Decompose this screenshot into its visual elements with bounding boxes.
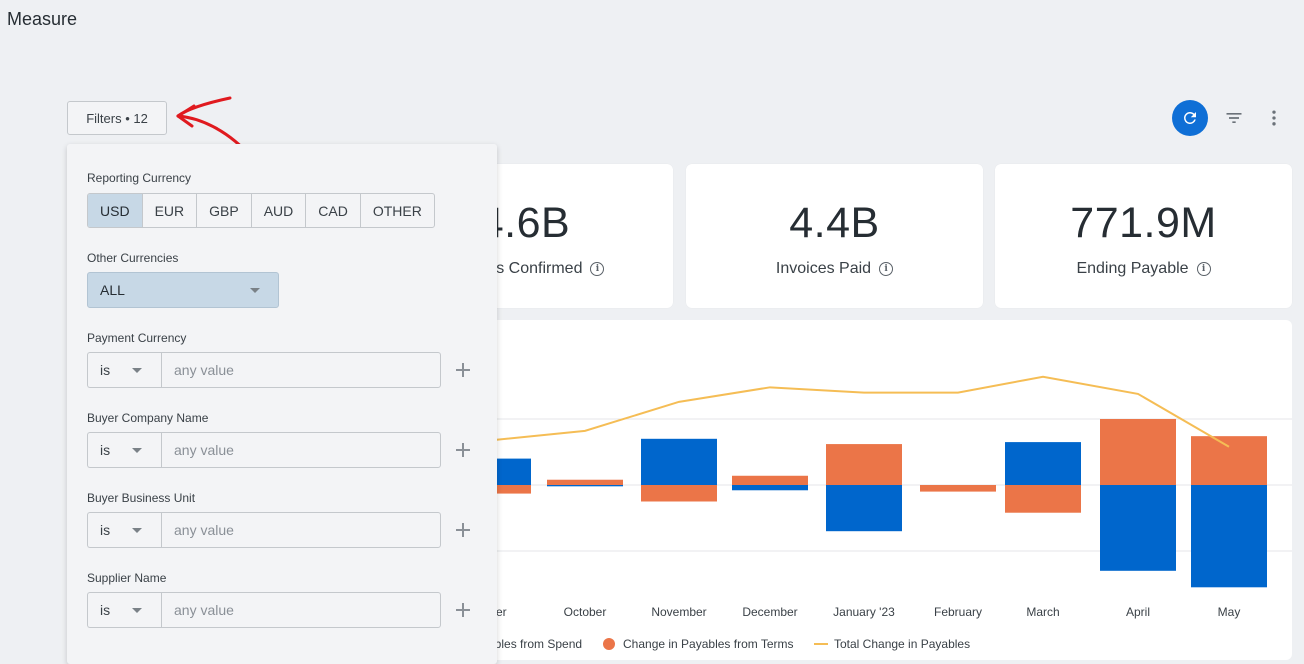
x-tick-label: November: [651, 605, 706, 619]
kpi-label: Invoices Paid: [776, 260, 871, 278]
terms-bar: [1005, 485, 1081, 513]
spend-bar: [1100, 485, 1176, 571]
chevron-down-icon: [132, 608, 142, 613]
buyer-company-name-filter: is: [87, 432, 441, 468]
currency-option-usd[interactable]: USD: [88, 194, 143, 227]
chevron-down-icon: [132, 368, 142, 373]
terms-bar: [1191, 436, 1267, 485]
operator-value: is: [100, 522, 110, 538]
chevron-down-icon: [132, 528, 142, 533]
terms-bar: [826, 444, 902, 485]
x-tick-label: October: [564, 605, 607, 619]
buyer-company-name-input[interactable]: [161, 432, 441, 468]
kpi-card-ending-payable: 771.9M Ending Payable i: [995, 164, 1292, 308]
filters-button[interactable]: Filters • 12: [67, 101, 167, 135]
spend-bar: [547, 485, 623, 486]
info-icon[interactable]: i: [879, 262, 893, 276]
chevron-down-icon: [132, 448, 142, 453]
buyer-business-unit-input[interactable]: [161, 512, 441, 548]
terms-bar: [920, 485, 996, 492]
kpi-label-wrap: Invoices Paid i: [686, 260, 983, 278]
reporting-currency-label: Reporting Currency: [87, 171, 191, 185]
page-title: Measure: [7, 9, 77, 30]
kpi-label: Ending Payable: [1076, 260, 1188, 278]
filter-panel: Reporting Currency USD EUR GBP AUD CAD O…: [67, 144, 497, 664]
payment-currency-label: Payment Currency: [87, 331, 186, 345]
spend-bar: [1005, 442, 1081, 485]
legend-swatch: [603, 638, 615, 650]
x-tick-label: January '23: [833, 605, 895, 619]
spend-bar: [641, 439, 717, 485]
payment-currency-input[interactable]: [161, 352, 441, 388]
legend-label: ables from Spend: [488, 637, 582, 651]
other-currencies-select[interactable]: ALL: [87, 272, 279, 308]
operator-value: is: [100, 602, 110, 618]
currency-option-other[interactable]: OTHER: [361, 194, 434, 227]
x-tick-label: March: [1026, 605, 1059, 619]
operator-value: is: [100, 442, 110, 458]
supplier-name-label: Supplier Name: [87, 571, 166, 585]
info-icon[interactable]: i: [1197, 262, 1211, 276]
legend-label: Total Change in Payables: [834, 637, 970, 651]
refresh-button[interactable]: [1172, 100, 1208, 136]
info-icon[interactable]: i: [590, 262, 604, 276]
kpi-label-wrap: Ending Payable i: [995, 260, 1292, 278]
currency-option-gbp[interactable]: GBP: [197, 194, 252, 227]
currency-option-aud[interactable]: AUD: [252, 194, 307, 227]
spend-bar: [826, 485, 902, 531]
terms-bar: [547, 480, 623, 485]
buyer-company-name-label: Buyer Company Name: [87, 411, 208, 425]
currency-option-eur[interactable]: EUR: [143, 194, 198, 227]
buyer-business-unit-filter: is: [87, 512, 441, 548]
supplier-name-filter: is: [87, 592, 441, 628]
filter-icon[interactable]: [1222, 106, 1246, 130]
x-tick-label: February: [934, 605, 982, 619]
refresh-icon: [1181, 109, 1199, 127]
more-vert-icon[interactable]: [1262, 106, 1286, 130]
operator-select[interactable]: is: [87, 592, 161, 628]
x-tick-label: December: [742, 605, 797, 619]
operator-value: is: [100, 362, 110, 378]
other-currencies-value: ALL: [100, 282, 125, 298]
supplier-name-input[interactable]: [161, 592, 441, 628]
plus-icon[interactable]: [456, 523, 470, 537]
kpi-card-invoices-paid: 4.4B Invoices Paid i: [686, 164, 983, 308]
x-tick-label: April: [1126, 605, 1150, 619]
plus-icon[interactable]: [456, 363, 470, 377]
spend-bar: [732, 485, 808, 490]
operator-select[interactable]: is: [87, 352, 161, 388]
buyer-business-unit-label: Buyer Business Unit: [87, 491, 195, 505]
terms-bar: [1100, 419, 1176, 485]
other-currencies-label: Other Currencies: [87, 251, 178, 265]
reporting-currency-toggle: USD EUR GBP AUD CAD OTHER: [87, 193, 435, 228]
currency-option-cad[interactable]: CAD: [306, 194, 361, 227]
plus-icon[interactable]: [456, 443, 470, 457]
operator-select[interactable]: is: [87, 512, 161, 548]
legend-label: Change in Payables from Terms: [623, 637, 794, 651]
plus-icon[interactable]: [456, 603, 470, 617]
payables-chart-card: mberOctoberNovemberDecemberJanuary '23Fe…: [470, 320, 1292, 660]
terms-bar: [641, 485, 717, 502]
chevron-down-icon: [250, 288, 260, 293]
payment-currency-filter: is: [87, 352, 441, 388]
x-tick-label: May: [1218, 605, 1241, 619]
terms-bar: [732, 476, 808, 485]
spend-bar: [1191, 485, 1267, 587]
payables-chart: mberOctoberNovemberDecemberJanuary '23Fe…: [470, 320, 1292, 660]
kpi-value: 771.9M: [995, 199, 1292, 248]
kpi-value: 4.4B: [686, 199, 983, 248]
operator-select[interactable]: is: [87, 432, 161, 468]
